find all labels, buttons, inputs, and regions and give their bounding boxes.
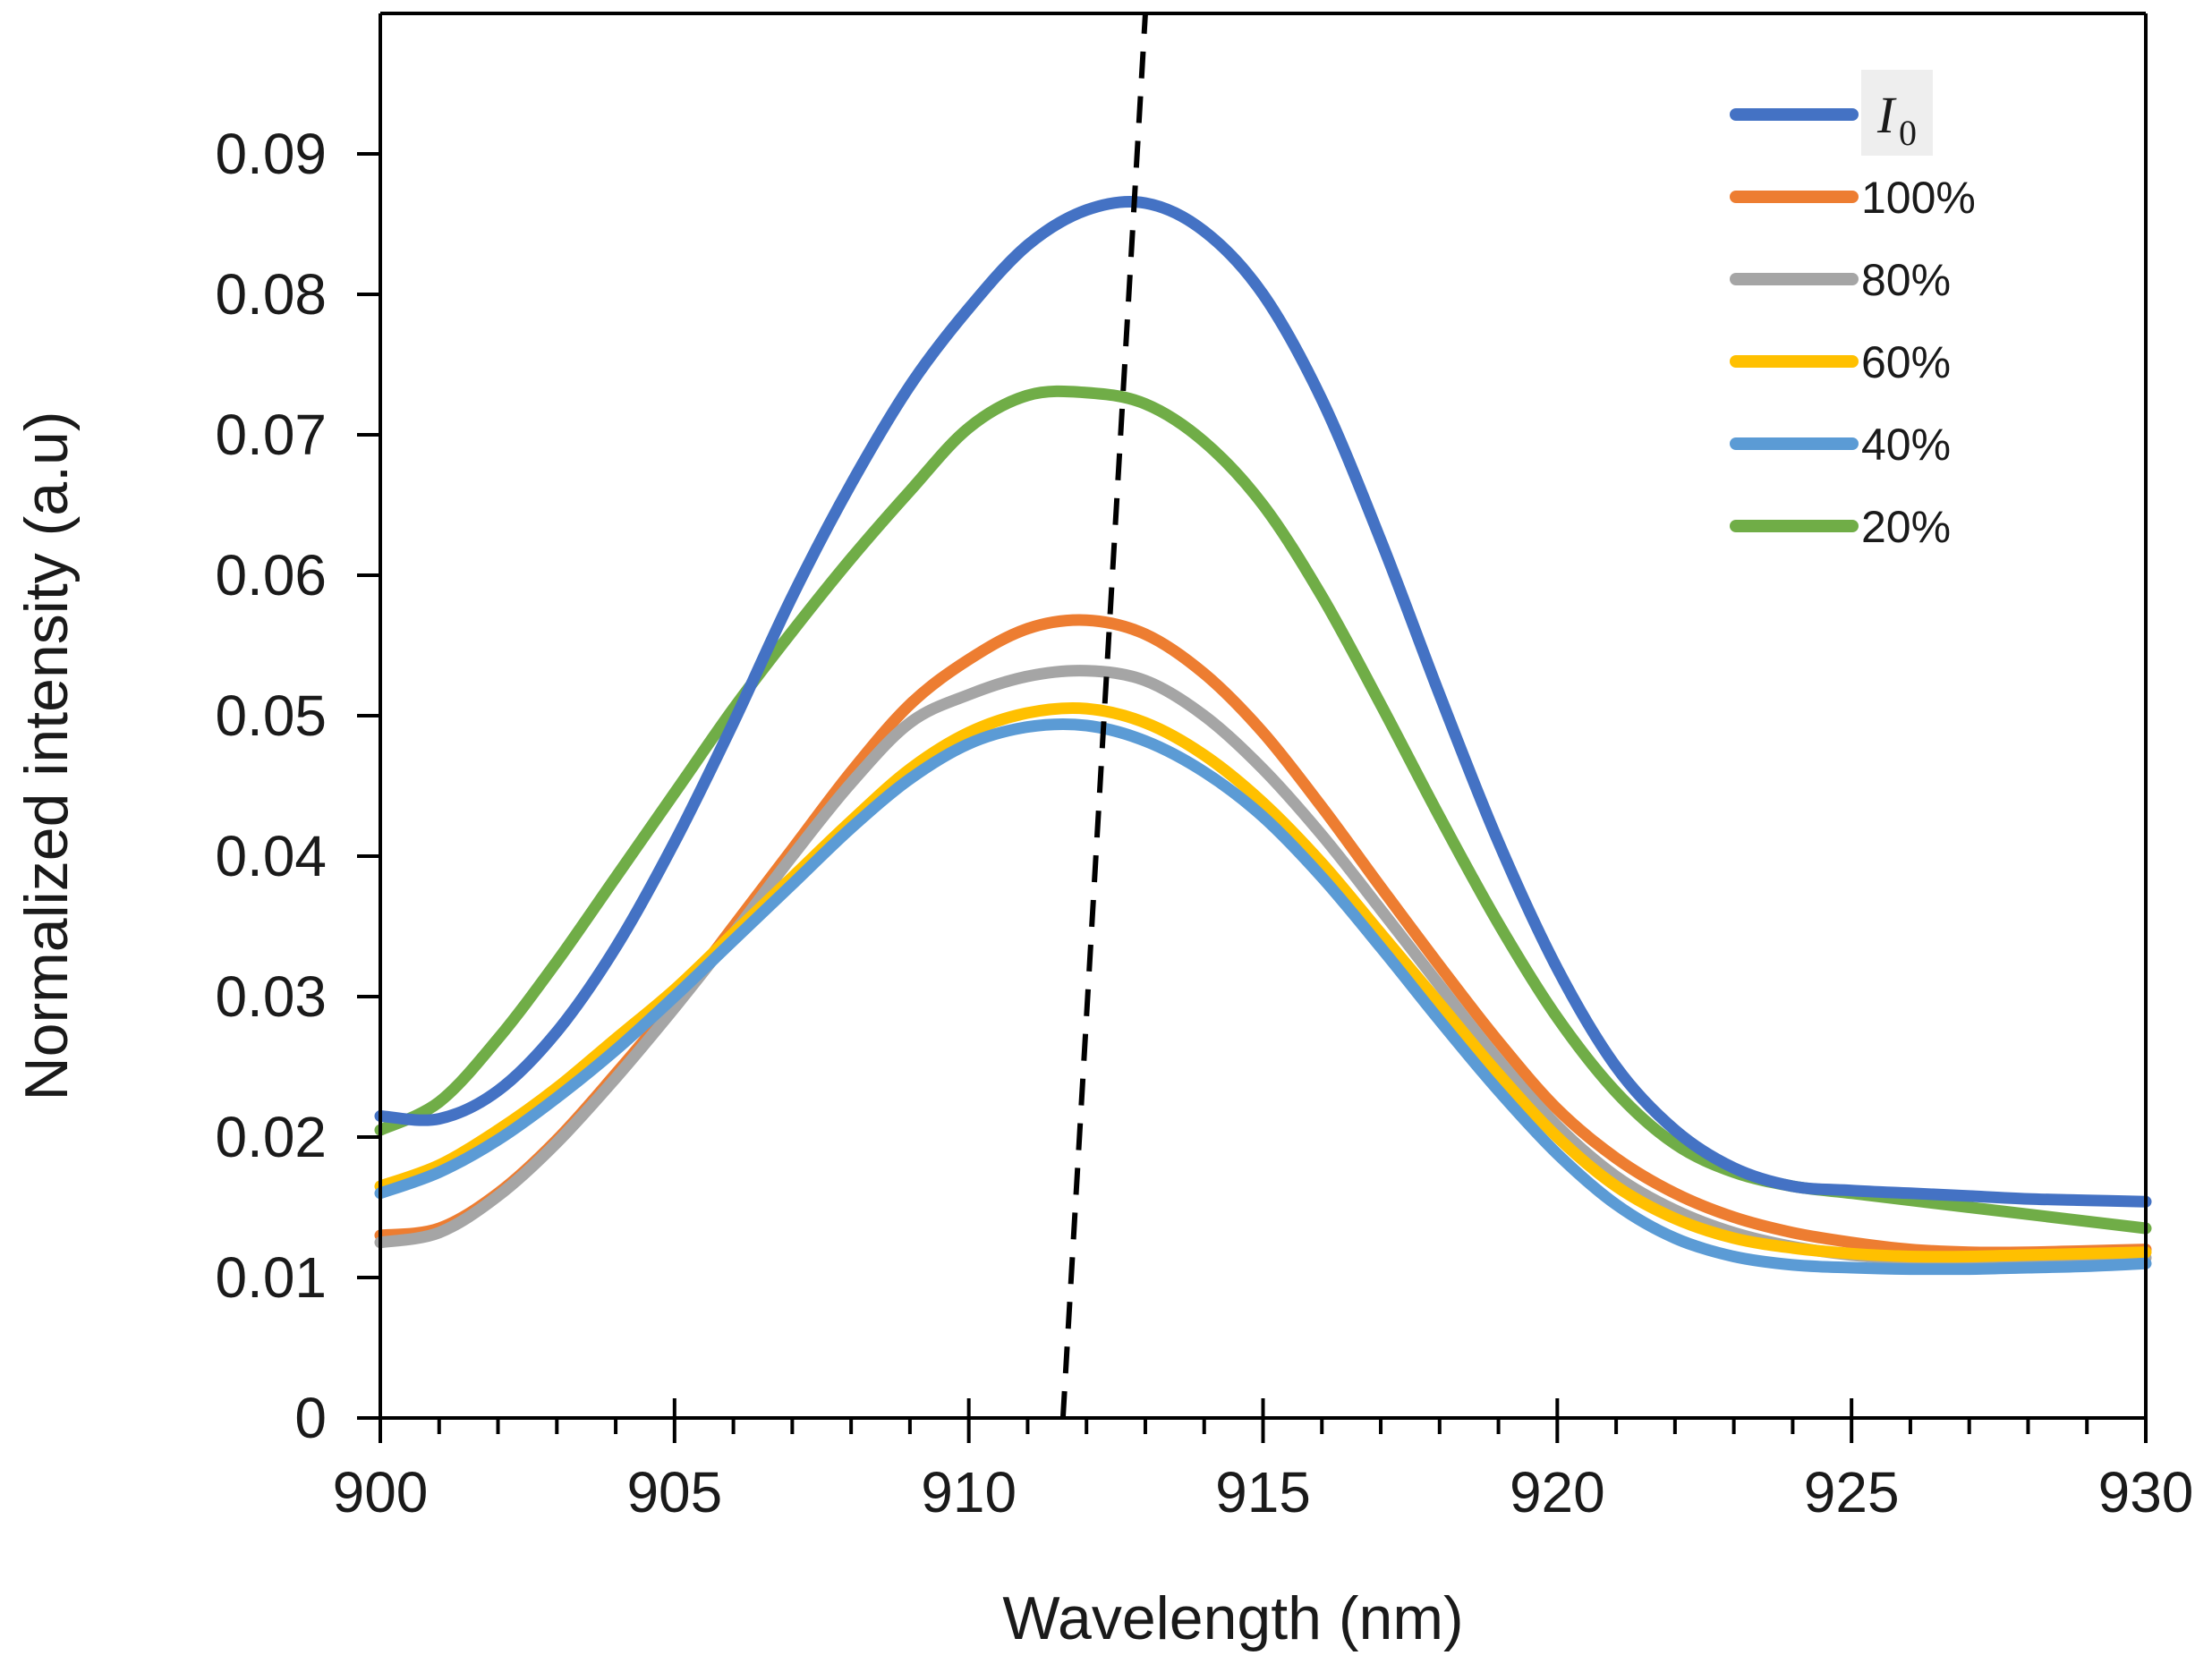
axes: [357, 12, 2148, 1443]
x-tick-label: 915: [1215, 1460, 1311, 1524]
y-tick-label: 0.03: [215, 964, 327, 1029]
legend-label-sub: 0: [1899, 113, 1917, 153]
x-tick-label: 920: [1510, 1460, 1605, 1524]
legend-label-80pct: 80%: [1861, 255, 1951, 305]
peak-shift-dashed-line: [1059, 13, 1148, 1419]
series-line-40pct: [374, 717, 2152, 1276]
annotation-layer: [1059, 13, 1148, 1419]
legend-label-60pct: 60%: [1861, 337, 1951, 387]
x-tick-label: 925: [1804, 1460, 1900, 1524]
x-tick-label: 910: [921, 1460, 1017, 1524]
legend-label-i0: I: [1876, 86, 1897, 144]
legend-label-20pct: 20%: [1861, 502, 1951, 552]
x-axis-title: Wavelength (nm): [1002, 1584, 1463, 1652]
legend-label-100pct: 100%: [1861, 173, 1976, 223]
series-line-i0: [374, 195, 2152, 1208]
legend: I 0 100% 80% 60% 40% 20%: [1730, 70, 1976, 552]
y-tick-label: 0.09: [215, 122, 327, 186]
y-tick-label: 0.08: [215, 262, 327, 327]
y-tick-label: 0.06: [215, 543, 327, 607]
y-tick-label: 0.05: [215, 683, 327, 748]
x-tick-label: 905: [626, 1460, 722, 1524]
tick-labels: 900 905 910 915 920 925 930 0 0.01 0.02 0.03 0.04 0.…: [215, 122, 2193, 1524]
y-tick-label: 0.01: [215, 1245, 327, 1310]
plot-lines: [374, 195, 2152, 1276]
legend-label-bg: [1861, 70, 1933, 156]
y-tick-label: 0.04: [215, 824, 327, 888]
legend-label-40pct: 40%: [1861, 420, 1951, 470]
y-tick-label: 0: [294, 1386, 327, 1450]
y-axis-title: Normalized intensity (a.u): [13, 412, 81, 1101]
y-tick-label: 0.02: [215, 1105, 327, 1169]
x-tick-label: 930: [2098, 1460, 2194, 1524]
y-tick-label: 0.07: [215, 403, 327, 467]
x-tick-label: 900: [333, 1460, 429, 1524]
